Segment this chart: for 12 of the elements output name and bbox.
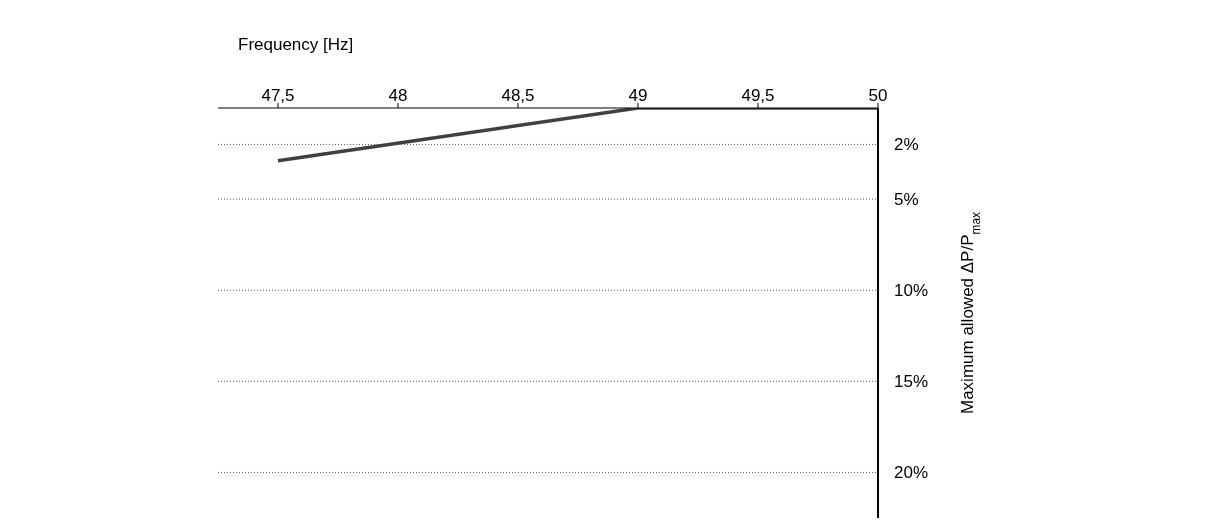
x-axis-title: Frequency [Hz] — [238, 35, 354, 55]
y-tick-label: 10% — [894, 281, 929, 301]
x-tick-label: 47,5 — [261, 86, 295, 105]
x-tick-label: 50 — [868, 86, 888, 105]
x-tick-label: 49 — [628, 86, 648, 105]
y-tick-label: 15% — [894, 372, 929, 392]
x-tick-label: 48 — [388, 86, 408, 105]
y-tick-label: 20% — [894, 463, 929, 483]
x-tick-label: 48,5 — [501, 86, 535, 105]
y-tick-label: 5% — [894, 190, 919, 210]
x-tick-label: 49,5 — [741, 86, 775, 105]
y-tick-label: 2% — [894, 135, 919, 155]
